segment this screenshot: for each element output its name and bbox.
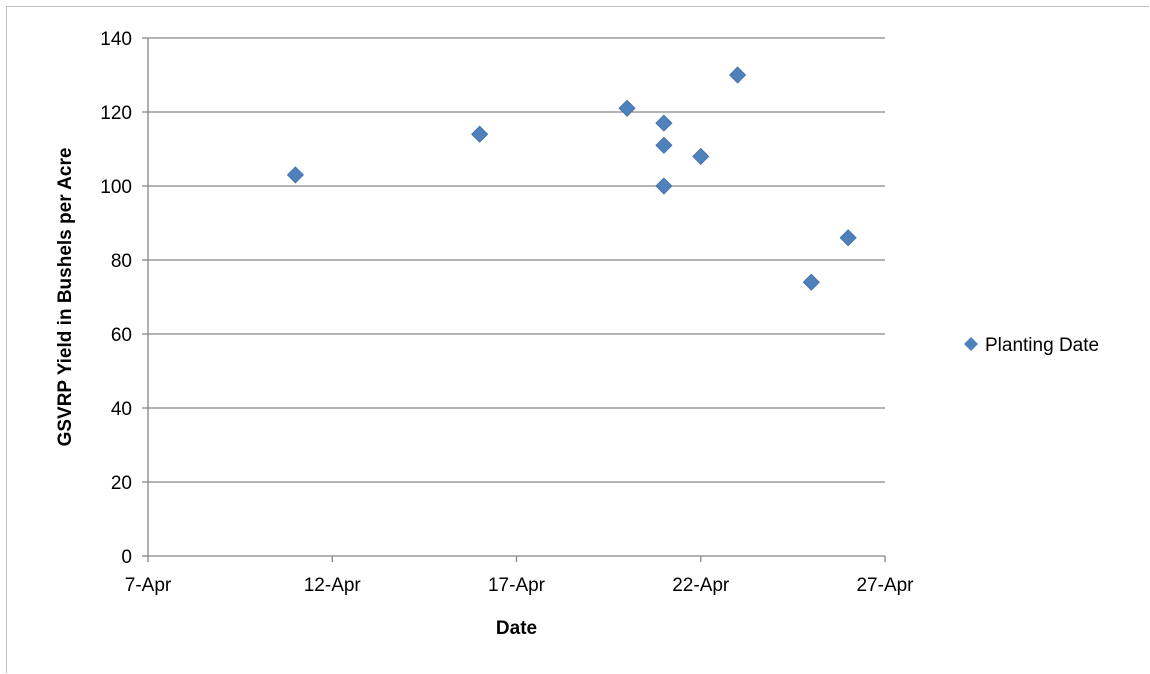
data-point	[839, 229, 857, 247]
y-tick-label: 40	[111, 399, 132, 420]
legend: Planting Date	[964, 335, 1099, 356]
legend-label: Planting Date	[985, 335, 1099, 356]
x-tick-labels: 7-Apr 12-Apr 17-Apr 22-Apr 27-Apr	[125, 575, 914, 596]
x-tick-label: 7-Apr	[125, 575, 172, 596]
y-tick-label: 20	[111, 473, 132, 494]
legend-marker-diamond-icon	[964, 337, 978, 351]
data-point	[729, 66, 747, 84]
x-axis-title: Date	[496, 618, 537, 639]
y-tick-label: 120	[100, 103, 132, 124]
data-point	[471, 125, 489, 143]
data-point	[286, 166, 304, 184]
y-tick-label: 60	[111, 325, 132, 346]
data-points	[286, 66, 857, 291]
data-point	[618, 99, 636, 117]
x-tick-label: 22-Apr	[672, 575, 730, 596]
x-tick-label: 27-Apr	[856, 575, 914, 596]
y-tick-label: 100	[100, 177, 132, 198]
y-tick-labels: 0 20 40 60 80 100 120 140	[100, 29, 132, 568]
x-tick-label: 17-Apr	[488, 575, 546, 596]
data-point	[655, 177, 673, 195]
y-axis-title: GSVRP Yield in Bushels per Acre	[55, 148, 76, 447]
x-tick-label: 12-Apr	[304, 575, 362, 596]
data-point	[655, 114, 673, 132]
y-tick-label: 80	[111, 251, 132, 272]
data-point	[802, 273, 820, 291]
data-point	[655, 136, 673, 154]
data-point	[692, 147, 710, 165]
scatter-chart: 0 20 40 60 80 100 120 140 7-Apr 12-Apr 17-Apr 22-A…	[55, 29, 1099, 639]
axes	[142, 37, 886, 562]
chart-area: 0 20 40 60 80 100 120 140 7-Apr 12-Apr 17-Apr 22-A…	[6, 6, 1149, 673]
y-tick-label: 0	[121, 547, 132, 568]
gridlines	[148, 37, 885, 483]
y-tick-label: 140	[100, 29, 132, 50]
